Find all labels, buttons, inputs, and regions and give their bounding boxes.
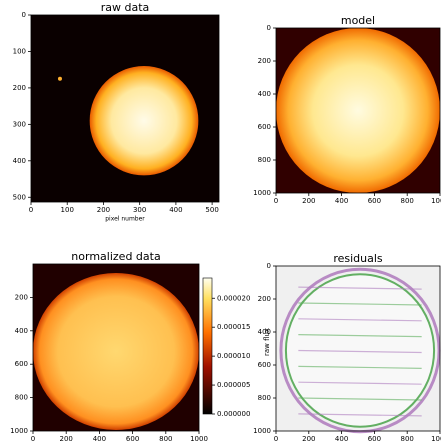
axes-title: normalized data bbox=[71, 250, 160, 263]
x-tick-label: 400 bbox=[335, 197, 348, 205]
colorbar-tick-label: 0.000010 bbox=[217, 352, 250, 360]
x-tick-label: 600 bbox=[368, 197, 381, 205]
x-tick-label: 200 bbox=[97, 206, 110, 214]
colorbar-tick-label: 0.000000 bbox=[217, 410, 250, 418]
x-tick-label: 500 bbox=[205, 206, 218, 214]
x-tick-label: 600 bbox=[368, 435, 381, 441]
x-tick-label: 400 bbox=[335, 435, 348, 441]
x-tick-label: 1000 bbox=[431, 197, 441, 205]
x-tick-label: 600 bbox=[126, 435, 139, 441]
y-tick-label: 0 bbox=[267, 24, 271, 32]
axes-title: raw data bbox=[101, 1, 150, 14]
x-tick-label: 0 bbox=[274, 197, 278, 205]
y-tick-label: 600 bbox=[258, 123, 271, 131]
planet-disk bbox=[90, 66, 199, 175]
y-tick-label: 300 bbox=[13, 120, 26, 128]
y-tick-label: 800 bbox=[15, 394, 28, 402]
y-tick-label: 600 bbox=[258, 361, 271, 369]
x-tick-label: 0 bbox=[274, 435, 278, 441]
y-tick-label: 0 bbox=[267, 262, 271, 270]
figure: raw data01002003004005000100200300400500… bbox=[0, 0, 441, 441]
x-tick-label: 0 bbox=[29, 206, 33, 214]
y-tick-label: 800 bbox=[258, 156, 271, 164]
x-tick-label: 800 bbox=[401, 435, 414, 441]
y-tick-label: 500 bbox=[13, 193, 26, 201]
x-tick-label: 200 bbox=[60, 435, 73, 441]
x-tick-label: 400 bbox=[169, 206, 182, 214]
colorbar bbox=[203, 278, 212, 414]
colorbar-tick-label: 0.000020 bbox=[217, 294, 250, 302]
colorbar-tick-label: 0.000005 bbox=[217, 381, 250, 389]
x-tick-label: 200 bbox=[302, 435, 315, 441]
axes-title: residuals bbox=[333, 252, 383, 265]
x-tick-label: 400 bbox=[93, 435, 106, 441]
x-tick-label: 100 bbox=[61, 206, 74, 214]
y-tick-label: 1000 bbox=[10, 427, 28, 435]
moon-dot bbox=[58, 77, 62, 81]
y-tick-label: 800 bbox=[258, 394, 271, 402]
y-tick-label: 1000 bbox=[253, 189, 271, 197]
x-tick-label: 200 bbox=[302, 197, 315, 205]
x-tick-label: 1000 bbox=[190, 435, 208, 441]
x-tick-label: 800 bbox=[401, 197, 414, 205]
y-tick-label: 400 bbox=[15, 327, 28, 335]
x-tick-label: 300 bbox=[133, 206, 146, 214]
colorbar-tick-label: 0.000015 bbox=[217, 323, 250, 331]
y-tick-label: 1000 bbox=[253, 427, 271, 435]
y-tick-label: 400 bbox=[258, 328, 271, 336]
y-tick-label: 200 bbox=[258, 295, 271, 303]
axes-title: model bbox=[341, 14, 375, 27]
x-tick-label: 0 bbox=[31, 435, 35, 441]
y-tick-label: 200 bbox=[258, 57, 271, 65]
y-tick-label: 200 bbox=[15, 293, 28, 301]
x-axis-label: pixel number bbox=[105, 216, 145, 223]
y-tick-label: 200 bbox=[13, 84, 26, 92]
normalized-disk bbox=[33, 273, 199, 430]
y-tick-label: 100 bbox=[13, 47, 26, 55]
y-tick-label: 400 bbox=[258, 90, 271, 98]
y-tick-label: 0 bbox=[22, 11, 26, 19]
x-tick-label: 800 bbox=[159, 435, 172, 441]
model-disk bbox=[276, 28, 440, 193]
x-tick-label: 1000 bbox=[431, 435, 441, 441]
y-tick-label: 400 bbox=[13, 157, 26, 165]
y-tick-label: 600 bbox=[15, 360, 28, 368]
